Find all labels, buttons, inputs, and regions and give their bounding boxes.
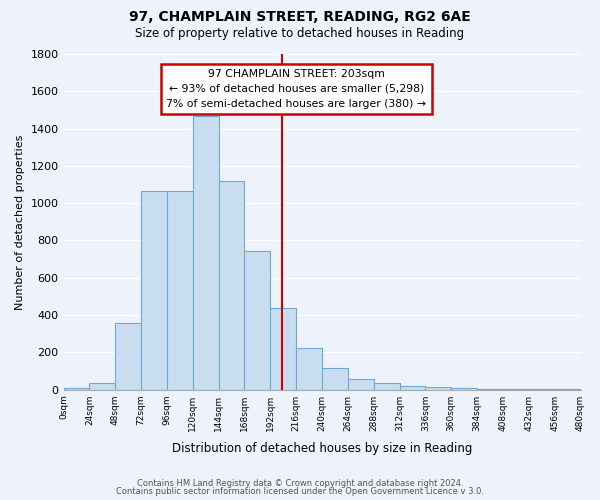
Bar (322, 368, 348, 390)
X-axis label: Distribution of detached houses by size in Reading: Distribution of detached houses by size … (172, 442, 472, 455)
Bar (244, 250, 271, 390)
Bar (167, 191, 193, 390)
Bar (218, 181, 244, 390)
Bar (89, 383, 115, 390)
Bar (348, 380, 374, 390)
Bar (477, 388, 503, 390)
Bar (64, 388, 89, 390)
Text: Size of property relative to detached houses in Reading: Size of property relative to detached ho… (136, 28, 464, 40)
Bar (425, 387, 451, 390)
Bar (271, 308, 296, 390)
Bar (141, 191, 167, 390)
Text: 97 CHAMPLAIN STREET: 203sqm
← 93% of detached houses are smaller (5,298)
7% of s: 97 CHAMPLAIN STREET: 203sqm ← 93% of det… (166, 69, 426, 108)
Y-axis label: Number of detached properties: Number of detached properties (15, 134, 25, 310)
Bar (374, 383, 400, 390)
Bar (296, 348, 322, 390)
Bar (554, 388, 580, 390)
Bar (529, 389, 554, 390)
Text: 97, CHAMPLAIN STREET, READING, RG2 6AE: 97, CHAMPLAIN STREET, READING, RG2 6AE (129, 10, 471, 24)
Text: Contains HM Land Registry data © Crown copyright and database right 2024.: Contains HM Land Registry data © Crown c… (137, 478, 463, 488)
Bar (400, 386, 425, 390)
Text: Contains public sector information licensed under the Open Government Licence v : Contains public sector information licen… (116, 487, 484, 496)
Bar (503, 388, 529, 390)
Bar (193, 116, 218, 390)
Bar (451, 388, 477, 390)
Bar (115, 322, 141, 390)
